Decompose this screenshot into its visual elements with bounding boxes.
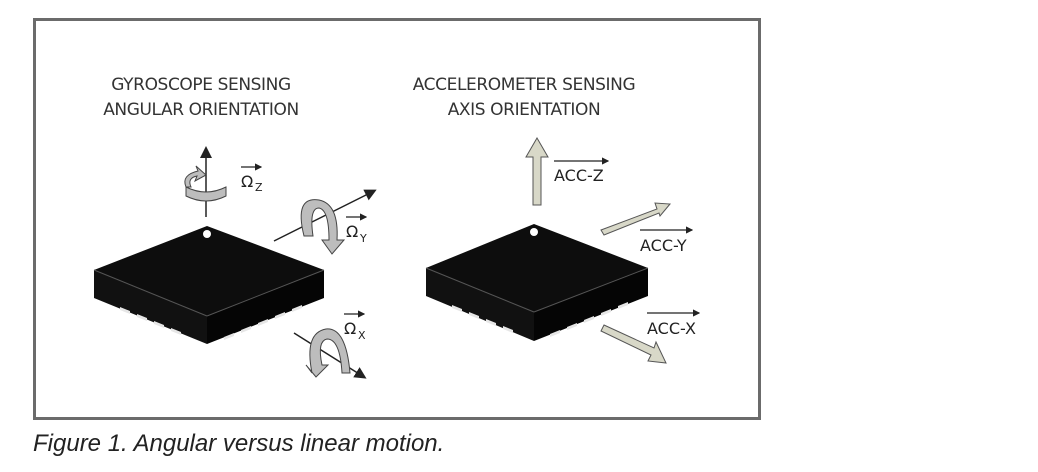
acc-heading-line2: AXIS ORIENTATION (448, 100, 601, 120)
gyro-z-label: Ω Z (241, 163, 263, 194)
acc-y-arrow-icon (600, 202, 672, 236)
gyro-z-rotation-icon (184, 146, 227, 217)
acc-z-arrow-icon (525, 137, 549, 206)
acc-chip (425, 224, 649, 341)
acc-z-text: ACC-Z (554, 166, 604, 185)
acc-z-label: ACC-Z (554, 157, 610, 185)
acc-x-arrow-icon (600, 324, 667, 364)
gyro-x-symbol: Ω (344, 319, 356, 338)
gyro-chip (93, 226, 325, 344)
gyro-x-label: Ω X (344, 310, 366, 342)
gyro-y-rotation-icon (273, 189, 377, 255)
gyro-x-rotation-icon (293, 328, 367, 379)
gyro-heading-line1: GYROSCOPE SENSING (111, 75, 291, 95)
gyro-x-subscript: X (358, 329, 366, 342)
figure-frame: GYROSCOPE SENSING ANGULAR ORIENTATION Ω … (33, 18, 761, 420)
gyro-y-symbol: Ω (346, 222, 358, 241)
figure-caption: Figure 1. Angular versus linear motion. (33, 430, 445, 457)
gyro-y-label: Ω Y (346, 213, 368, 245)
gyro-y-subscript: Y (359, 232, 367, 245)
acc-heading-line1: ACCELEROMETER SENSING (413, 75, 636, 95)
acc-x-label: ACC-X (647, 309, 701, 338)
acc-y-label: ACC-Y (640, 226, 694, 255)
acc-x-text: ACC-X (647, 319, 696, 338)
acc-y-text: ACC-Y (640, 236, 687, 255)
gyro-heading-line2: ANGULAR ORIENTATION (103, 100, 299, 120)
gyro-z-symbol: Ω (241, 172, 253, 191)
diagram-canvas: GYROSCOPE SENSING ANGULAR ORIENTATION Ω … (93, 75, 701, 379)
gyro-z-subscript: Z (255, 181, 263, 194)
